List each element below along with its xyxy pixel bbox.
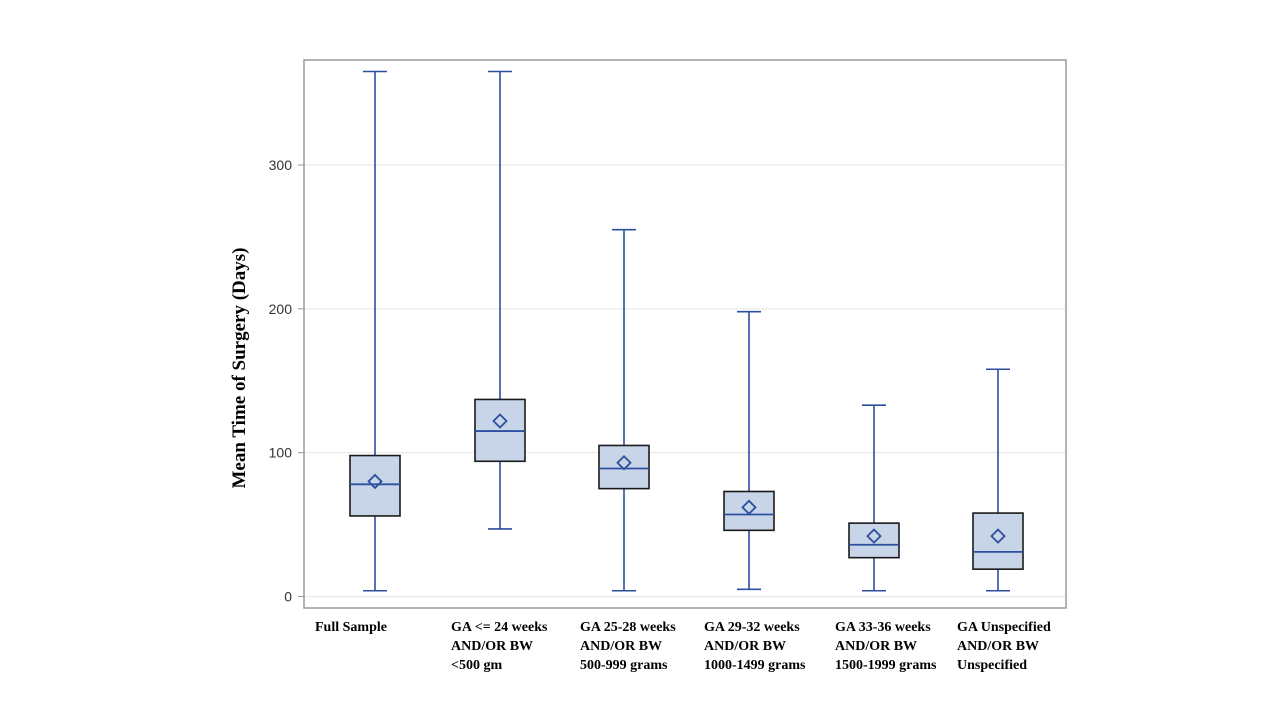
x-category-label-4: GA 29-32 weeks AND/OR BW 1000-1499 grams <box>704 618 806 675</box>
mean-marker <box>367 473 383 490</box>
box-5 <box>848 404 900 592</box>
x-category-label-5: GA 33-36 weeks AND/OR BW 1500-1999 grams <box>835 618 937 675</box>
mean-marker <box>866 528 882 544</box>
ytick-label-200: 200 <box>269 301 293 317</box>
x-category-label-2: GA <= 24 weeks AND/OR BW <500 gm <box>451 618 547 675</box>
iqr-box <box>972 512 1024 570</box>
iqr-box <box>349 454 401 517</box>
grid-layer <box>304 164 1066 597</box>
box-1 <box>349 70 401 592</box>
x-category-label-line: AND/OR BW <box>704 639 787 654</box>
box-6 <box>972 368 1024 592</box>
plot-frame <box>303 59 1067 609</box>
mean-marker <box>492 413 508 429</box>
mean-marker <box>990 528 1006 544</box>
iqr-box <box>723 490 775 532</box>
ytick-label-0: 0 <box>284 588 292 604</box>
box-4 <box>723 310 775 591</box>
x-category-label-6: GA Unspecified AND/OR BW Unspecified <box>957 618 1051 675</box>
x-category-label-line: AND/OR BW <box>580 639 663 654</box>
x-category-label-line: Full Sample <box>315 620 387 635</box>
x-category-label-1: Full Sample <box>315 618 387 637</box>
x-category-label-line: <500 gm <box>451 658 503 673</box>
x-category-label-line: GA <= 24 weeks <box>451 620 548 635</box>
x-category-label-line: AND/OR BW <box>835 639 918 654</box>
x-category-label-line: GA 29-32 weeks <box>704 620 800 635</box>
x-category-label-line: AND/OR BW <box>957 639 1040 654</box>
x-category-label-line: 1000-1499 grams <box>704 658 806 673</box>
ytick-label-100: 100 <box>269 445 293 461</box>
x-category-label-line: AND/OR BW <box>451 639 534 654</box>
box-2 <box>474 70 526 530</box>
box-3 <box>598 228 650 592</box>
mean-marker <box>616 454 632 471</box>
y-axis: 0 100 200 300 <box>269 157 304 604</box>
ytick-label-300: 300 <box>269 157 293 173</box>
x-category-label-3: GA 25-28 weeks AND/OR BW 500-999 grams <box>580 618 676 675</box>
iqr-box <box>848 522 900 559</box>
y-axis-label: Mean Time of Surgery (Days) <box>229 248 250 489</box>
x-category-label-line: 500-999 grams <box>580 658 668 673</box>
x-category-label-line: GA Unspecified <box>957 620 1051 635</box>
x-category-label-line: GA 33-36 weeks <box>835 620 931 635</box>
x-category-label-line: 1500-1999 grams <box>835 658 937 673</box>
x-category-label-line: Unspecified <box>957 658 1027 673</box>
boxes-layer <box>349 70 1024 592</box>
mean-marker <box>741 499 757 516</box>
x-category-label-line: GA 25-28 weeks <box>580 620 676 635</box>
iqr-box <box>598 444 650 490</box>
